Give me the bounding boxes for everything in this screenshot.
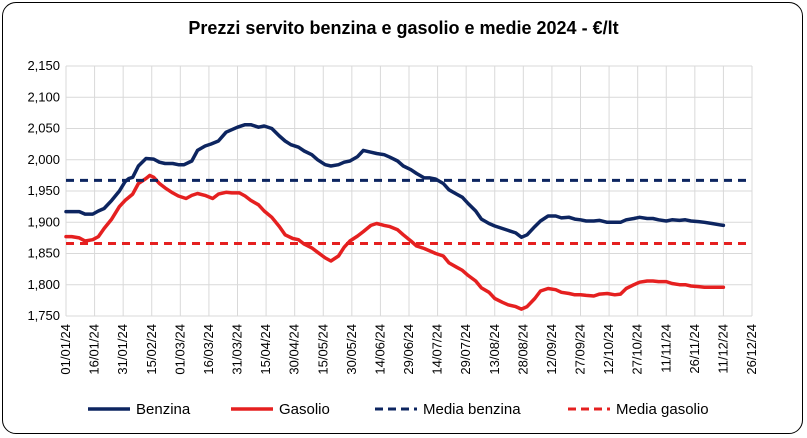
- x-tick-label: 15/05/24: [315, 324, 330, 375]
- legend-label-media-benzina: Media benzina: [423, 401, 521, 418]
- x-tick-label: 31/03/24: [230, 324, 245, 375]
- y-tick-label: 2,050: [27, 121, 60, 136]
- series-lines: [64, 122, 751, 311]
- x-tick-label: 27/09/24: [573, 324, 588, 375]
- y-tick-label: 2,000: [27, 152, 60, 167]
- x-tick-label: 15/02/24: [144, 324, 159, 375]
- x-tick-label: 01/03/24: [172, 324, 187, 375]
- x-tick-label: 01/01/24: [58, 324, 73, 375]
- benzina-series-line: [64, 122, 726, 240]
- legend-label-gasolio: Gasolio: [279, 401, 330, 418]
- x-tick-label: 30/04/24: [287, 324, 302, 375]
- x-tick-label: 26/12/24: [744, 324, 759, 375]
- x-tick-label: 30/05/24: [344, 324, 359, 375]
- y-tick-label: 1,850: [27, 246, 60, 261]
- x-tick-label: 27/10/24: [630, 324, 645, 375]
- chart-frame: [2, 2, 803, 434]
- y-tick-label: 2,150: [27, 58, 60, 73]
- chart-title: Prezzi servito benzina e gasolio e medie…: [188, 18, 619, 38]
- x-tick-label: 28/08/24: [515, 324, 530, 375]
- legend-label-benzina: Benzina: [136, 401, 191, 418]
- x-tick-label: 12/10/24: [601, 324, 616, 375]
- x-tick-label: 11/12/24: [715, 324, 730, 374]
- x-tick-label: 26/11/24: [687, 324, 702, 374]
- y-tick-label: 1,950: [27, 183, 60, 198]
- grid-lines: [65, 65, 753, 317]
- x-axis-ticks: 01/01/24 16/01/24 31/01/24 15/02/24 01/03/24…: [58, 324, 759, 375]
- x-tick-label: 16/01/24: [87, 324, 102, 375]
- y-tick-label: 2,100: [27, 89, 60, 104]
- y-tick-label: 1,900: [27, 214, 60, 229]
- x-tick-label: 14/06/24: [372, 324, 387, 375]
- y-axis-ticks: 1,750 1,800 1,850 1,900 1,950 2,000 2,050 2,100…: [27, 58, 60, 323]
- x-tick-label: 16/03/24: [201, 324, 216, 375]
- y-tick-label: 1,800: [27, 277, 60, 292]
- legend: Benzina Gasolio Media benzina Media gasolio: [88, 401, 709, 418]
- x-tick-label: 13/08/24: [487, 324, 502, 375]
- x-tick-label: 12/09/24: [544, 324, 559, 375]
- x-tick-label: 15/04/24: [258, 324, 273, 375]
- x-tick-label: 29/07/24: [458, 324, 473, 375]
- x-tick-label: 11/11/24: [658, 324, 673, 373]
- x-tick-label: 14/07/24: [430, 324, 445, 375]
- x-tick-label: 31/01/24: [115, 324, 130, 375]
- legend-label-media-gasolio: Media gasolio: [616, 401, 709, 418]
- y-tick-label: 1,750: [27, 308, 60, 323]
- x-tick-label: 29/06/24: [401, 324, 416, 375]
- gasolio-series-line: [64, 173, 726, 311]
